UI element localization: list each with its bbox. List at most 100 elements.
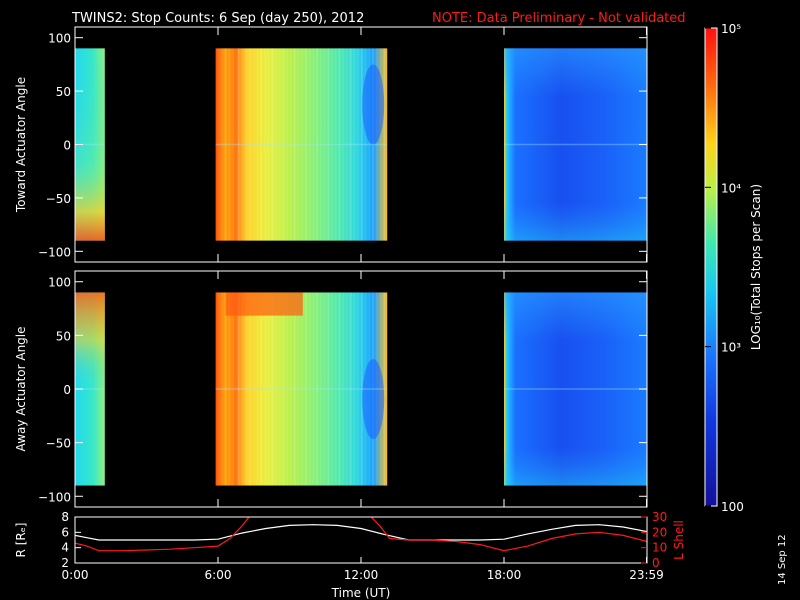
- x-tick-label: 18:00: [487, 568, 522, 582]
- heatmap-striation: [327, 48, 330, 241]
- heatmap-striation: [316, 48, 318, 241]
- heatmap-striation: [305, 292, 307, 486]
- heatmap-striation: [230, 292, 233, 486]
- heatmap-striation: [323, 48, 326, 241]
- heatmap-striation: [245, 292, 247, 486]
- heatmap-striation: [297, 48, 300, 241]
- heatmap-striation: [249, 48, 251, 241]
- heatmap-striation: [334, 48, 337, 241]
- y-tick-label: −100: [38, 245, 71, 259]
- heatmap-striation: [245, 48, 247, 241]
- heatmap-striation: [383, 48, 385, 241]
- heatmap-striation: [331, 292, 333, 486]
- colorbar-gradient: [704, 27, 718, 507]
- heatmap-striation: [349, 48, 352, 241]
- heatmap-striation: [308, 48, 311, 241]
- away-heatmap-panel: 100 50 0 −50 −100 Away Actuator Angle: [14, 270, 648, 508]
- heatmap-striation: [379, 48, 382, 241]
- heatmap-striation: [256, 292, 259, 486]
- colorbar-tick-label: 10⁵: [721, 22, 741, 36]
- colorbar-label: LOG₁₀(Total Stops per Scan): [749, 184, 763, 350]
- heatmap-striation: [237, 292, 240, 486]
- heatmap-striation: [323, 292, 326, 486]
- heatmap-segment: [215, 292, 388, 486]
- y-tick-label: −50: [46, 437, 71, 451]
- x-tick-label: 0:00: [62, 568, 89, 582]
- heatmap-striation: [357, 48, 359, 241]
- x-axis-label: Time (UT): [331, 586, 391, 600]
- y-axis-label-left: R [Rₑ]: [14, 523, 28, 558]
- heatmap-striation: [290, 292, 292, 486]
- heatmap-striation: [260, 292, 262, 486]
- heatmap-striation: [215, 292, 218, 486]
- y-tick-label: 0: [63, 139, 71, 153]
- heatmap-striation: [346, 292, 348, 486]
- heatmap-striation: [308, 292, 311, 486]
- y-tick-label: 100: [48, 276, 71, 290]
- heatmap-striation: [293, 48, 296, 241]
- heatmap-striation: [320, 48, 322, 241]
- y-tick-label-right: 30: [652, 510, 667, 524]
- heatmap-striation: [301, 48, 303, 241]
- heatmap-striation: [338, 292, 341, 486]
- heatmap-segment-shading: [504, 48, 647, 241]
- colorbar-tick-label: 10³: [721, 341, 741, 355]
- colorbar-tick-label: 10⁴: [721, 181, 741, 195]
- heatmap-striation: [353, 48, 356, 241]
- heatmap-striation: [357, 292, 359, 486]
- y-tick-label: 6: [61, 525, 69, 539]
- heatmap-striation: [286, 292, 288, 486]
- heatmap-striation: [316, 292, 318, 486]
- heatmap-striation: [361, 292, 363, 486]
- y-axis-label: Away Actuator Angle: [14, 326, 28, 451]
- heatmap-striation: [267, 48, 270, 241]
- colorbar-tick-label: 100: [721, 500, 744, 514]
- date-stamp: 14 Sep 12: [777, 534, 788, 585]
- heatmap-striation: [264, 48, 266, 241]
- heatmap-striation: [342, 292, 344, 486]
- toward-heatmap-panel: 100 50 0 −50 −100 Toward Actuator Angle: [14, 26, 648, 263]
- heatmap-striation: [260, 48, 262, 241]
- heatmap-striation: [334, 292, 337, 486]
- heatmap-striation: [226, 292, 229, 486]
- x-tick-label: 23:59: [629, 568, 664, 582]
- heatmap-hot-band: [225, 292, 303, 316]
- heatmap-striation: [331, 48, 333, 241]
- heatmap-striation: [226, 48, 229, 241]
- heatmap-segment: [215, 48, 388, 241]
- heatmap-striation: [237, 48, 240, 241]
- y-tick-label-right: 10: [652, 541, 667, 555]
- heatmap-striation: [290, 48, 292, 241]
- y-axis-label: Toward Actuator Angle: [14, 77, 28, 213]
- heatmap-low-region: [362, 64, 385, 145]
- heatmap-striation: [215, 48, 218, 241]
- heatmap-segment-shading: [504, 292, 647, 486]
- heatmap-striation: [383, 292, 385, 486]
- heatmap-striation: [275, 48, 277, 241]
- heatmap-striation: [312, 48, 315, 241]
- lshell-series-line: [75, 517, 647, 552]
- heatmap-striation: [219, 48, 221, 241]
- heatmap-striation: [297, 292, 300, 486]
- y-tick-label-right: 20: [652, 525, 667, 539]
- y-tick-label: 2: [61, 556, 69, 570]
- heatmap-striation: [301, 292, 303, 486]
- heatmap-striation: [223, 292, 225, 486]
- heatmap-striation: [312, 292, 315, 486]
- heatmap-striation: [364, 48, 367, 241]
- heatmap-striation: [279, 292, 281, 486]
- y-tick-label: 100: [48, 32, 71, 46]
- x-tick-label: 12:00: [344, 568, 379, 582]
- heatmap-striation: [338, 48, 341, 241]
- heatmap-striation: [361, 48, 363, 241]
- heatmap-striation: [230, 48, 233, 241]
- heatmap-low-region: [362, 359, 385, 439]
- y-axis-label-right: L Shell: [672, 520, 686, 560]
- chart-title: TWINS2: Stop Counts: 6 Sep (day 250), 20…: [71, 11, 364, 26]
- heatmap-striation: [282, 48, 285, 241]
- heatmap-striation: [327, 292, 330, 486]
- heatmap-striation: [234, 48, 236, 241]
- heatmap-striation: [349, 292, 352, 486]
- heatmap-striation: [275, 292, 277, 486]
